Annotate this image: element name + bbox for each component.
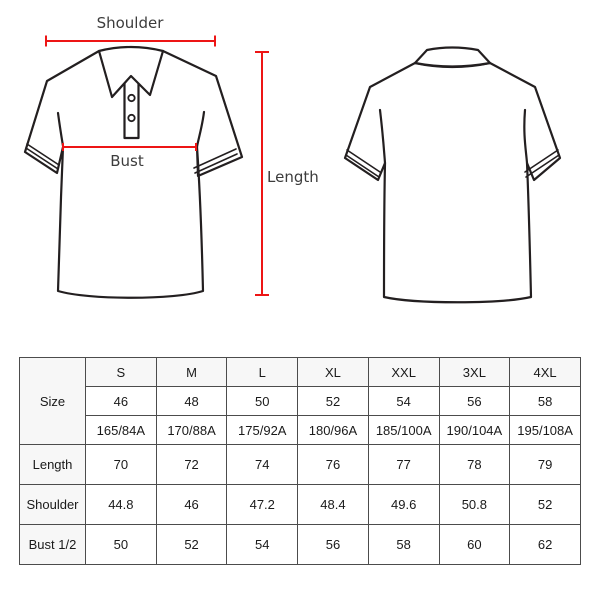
value-cell: 46 — [155, 484, 228, 525]
shirt-measurement-diagram: Shoulder Bust Length — [23, 14, 562, 304]
shoulder-label: Shoulder — [96, 14, 164, 32]
value-cell: 47.2 — [226, 484, 299, 525]
spec-size-cell: 170/88A — [155, 415, 228, 445]
left-armhole-seam — [378, 108, 387, 165]
front-shirt-outline — [23, 45, 244, 299]
length-label: Length — [267, 168, 319, 186]
size-header-cell: XL — [297, 357, 369, 387]
value-cell: 52 — [509, 484, 581, 525]
spec-size-cell: 195/108A — [509, 415, 581, 445]
value-cell: 77 — [367, 444, 440, 485]
value-cell: 58 — [367, 524, 440, 565]
numeric-size-cell: 46 — [85, 386, 157, 416]
value-cell: 44.8 — [85, 484, 157, 525]
value-cell: 62 — [509, 524, 581, 565]
numeric-size-cell: 58 — [509, 386, 581, 416]
spec-size-cell: 185/100A — [367, 415, 440, 445]
size-chart-table: Size S M L XL XXL 3XL 4XL 46 48 50 52 54… — [19, 357, 581, 565]
right-cuff-lines — [193, 148, 238, 174]
value-cell: 50.8 — [438, 484, 511, 525]
right-armhole-seam — [523, 108, 529, 165]
value-cell: 48.4 — [297, 484, 369, 525]
size-header-cell: M — [155, 357, 228, 387]
spec-size-cell: 175/92A — [226, 415, 299, 445]
size-header-cell: XXL — [367, 357, 440, 387]
spec-size-cell: 180/96A — [297, 415, 369, 445]
numeric-size-cell: 48 — [155, 386, 228, 416]
collar — [97, 45, 165, 99]
back-collar-band — [413, 46, 492, 68]
numeric-size-cell: 56 — [438, 386, 511, 416]
size-header-cell: 3XL — [438, 357, 511, 387]
value-cell: 52 — [155, 524, 228, 565]
right-cuff-lines — [524, 149, 560, 178]
size-header-cell: S — [85, 357, 157, 387]
value-cell: 60 — [438, 524, 511, 565]
back-shirt-diagram — [343, 46, 562, 304]
numeric-size-cell: 52 — [297, 386, 369, 416]
size-header-cell: 4XL — [509, 357, 581, 387]
button-icon — [127, 113, 136, 123]
value-cell: 76 — [297, 444, 369, 485]
value-cell: 78 — [438, 444, 511, 485]
size-header-cell: L — [226, 357, 299, 387]
row-label-cell: Length — [19, 444, 86, 485]
front-shirt-diagram — [23, 35, 269, 299]
numeric-size-cell: 50 — [226, 386, 299, 416]
bust-label: Bust — [110, 152, 144, 170]
back-shirt-outline — [343, 46, 562, 304]
value-cell: 49.6 — [367, 484, 440, 525]
shirt-body — [343, 61, 562, 304]
left-cuff-lines — [345, 149, 381, 178]
placket — [123, 74, 140, 140]
left-cuff-lines — [25, 143, 60, 170]
row-label-cell: Bust 1/2 — [19, 524, 86, 565]
numeric-size-cell: 54 — [367, 386, 440, 416]
value-cell: 79 — [509, 444, 581, 485]
right-armhole-seam — [195, 110, 206, 149]
row-label-cell: Shoulder — [19, 484, 86, 525]
value-cell: 56 — [297, 524, 369, 565]
measurement-lines — [45, 35, 269, 296]
spec-size-cell: 190/104A — [438, 415, 511, 445]
size-corner-cell: Size — [19, 357, 86, 445]
button-icon — [127, 93, 136, 103]
spec-size-cell: 165/84A — [85, 415, 157, 445]
value-cell: 70 — [85, 444, 157, 485]
value-cell: 72 — [155, 444, 228, 485]
value-cell: 54 — [226, 524, 299, 565]
value-cell: 50 — [85, 524, 157, 565]
value-cell: 74 — [226, 444, 299, 485]
